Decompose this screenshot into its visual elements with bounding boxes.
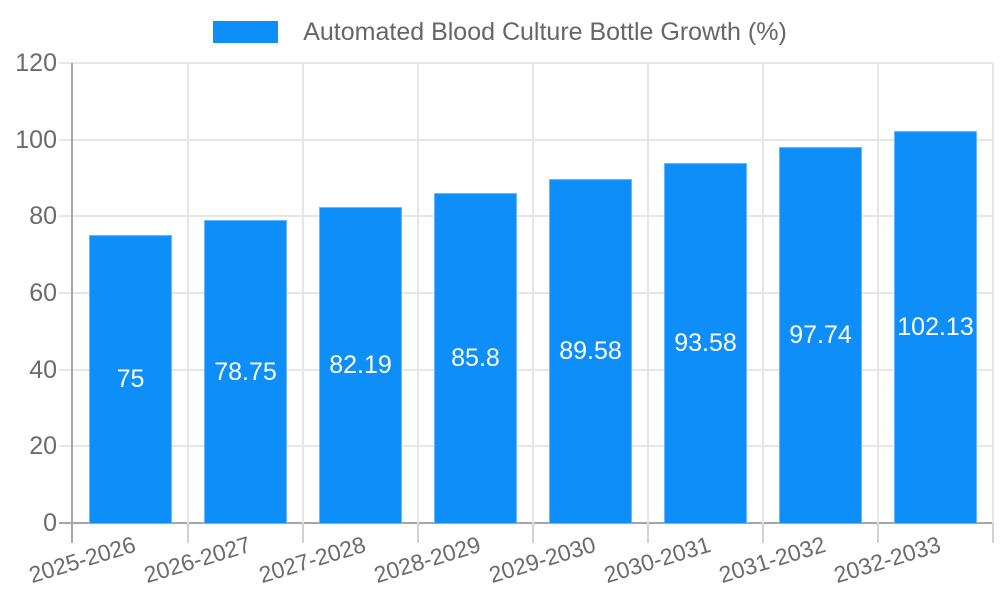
x-tick-label: 2029-2030 [485, 531, 599, 589]
x-tick-label: 2030-2031 [600, 531, 714, 589]
bar-value-label: 82.19 [329, 350, 392, 379]
y-gridline [59, 292, 993, 294]
bar-value-label: 102.13 [897, 312, 974, 341]
y-axis-line [71, 63, 73, 543]
bar: 75 [89, 234, 172, 523]
bar: 78.75 [204, 220, 287, 523]
y-gridline [59, 62, 993, 64]
y-gridline [59, 138, 993, 141]
y-tick-label: 80 [29, 202, 57, 231]
bar: 89.58 [549, 178, 632, 523]
y-gridline [59, 445, 993, 448]
x-gridline [417, 63, 419, 523]
legend-swatch [213, 21, 279, 43]
bar-value-label: 89.58 [559, 336, 622, 365]
y-tick-label: 60 [29, 279, 57, 307]
x-gridline [992, 63, 994, 523]
y-gridline [59, 368, 993, 371]
y-tick-label: 120 [15, 49, 57, 77]
x-gridline [762, 63, 764, 523]
x-tick-label: 2028-2029 [370, 531, 484, 589]
x-tick-label: 2026-2027 [140, 531, 254, 589]
x-axis-tick [877, 523, 879, 543]
bar-value-label: 78.75 [214, 357, 277, 386]
x-axis-tick [762, 523, 764, 543]
x-axis-tick [992, 523, 994, 543]
y-tick-label: 40 [29, 355, 57, 384]
bar-value-label: 93.58 [674, 329, 737, 358]
bar: 102.13 [894, 130, 977, 523]
x-axis-tick [647, 523, 649, 543]
x-tick-label: 2027-2028 [255, 531, 369, 589]
x-gridline [532, 63, 534, 523]
bar-value-label: 85.8 [451, 344, 500, 373]
bar: 97.74 [779, 147, 862, 523]
legend-label: Automated Blood Culture Bottle Growth (%… [303, 17, 787, 46]
x-gridline [877, 63, 879, 523]
x-axis-tick [532, 523, 534, 543]
bar-value-label: 97.74 [789, 321, 852, 350]
y-tick-label: 0 [43, 509, 57, 537]
bar: 93.58 [664, 163, 747, 523]
bar: 82.19 [319, 206, 402, 523]
x-gridline [187, 63, 189, 523]
y-tick-label: 20 [29, 432, 57, 461]
bar: 85.8 [434, 193, 517, 523]
bar-value-label: 75 [116, 364, 145, 393]
x-gridline [302, 63, 304, 523]
x-tick-label: 2032-2033 [830, 531, 944, 589]
chart-legend-item[interactable]: Automated Blood Culture Bottle Growth (%… [0, 16, 1000, 48]
y-gridline [59, 215, 993, 218]
x-axis-baseline [59, 522, 993, 524]
y-tick-label: 100 [15, 125, 57, 154]
x-axis-tick [187, 523, 189, 543]
x-gridline [647, 63, 649, 523]
x-tick-label: 2025-2026 [25, 531, 139, 589]
x-axis-tick [417, 523, 419, 543]
x-tick-label: 2031-2032 [715, 531, 829, 589]
x-axis-tick [302, 523, 304, 543]
